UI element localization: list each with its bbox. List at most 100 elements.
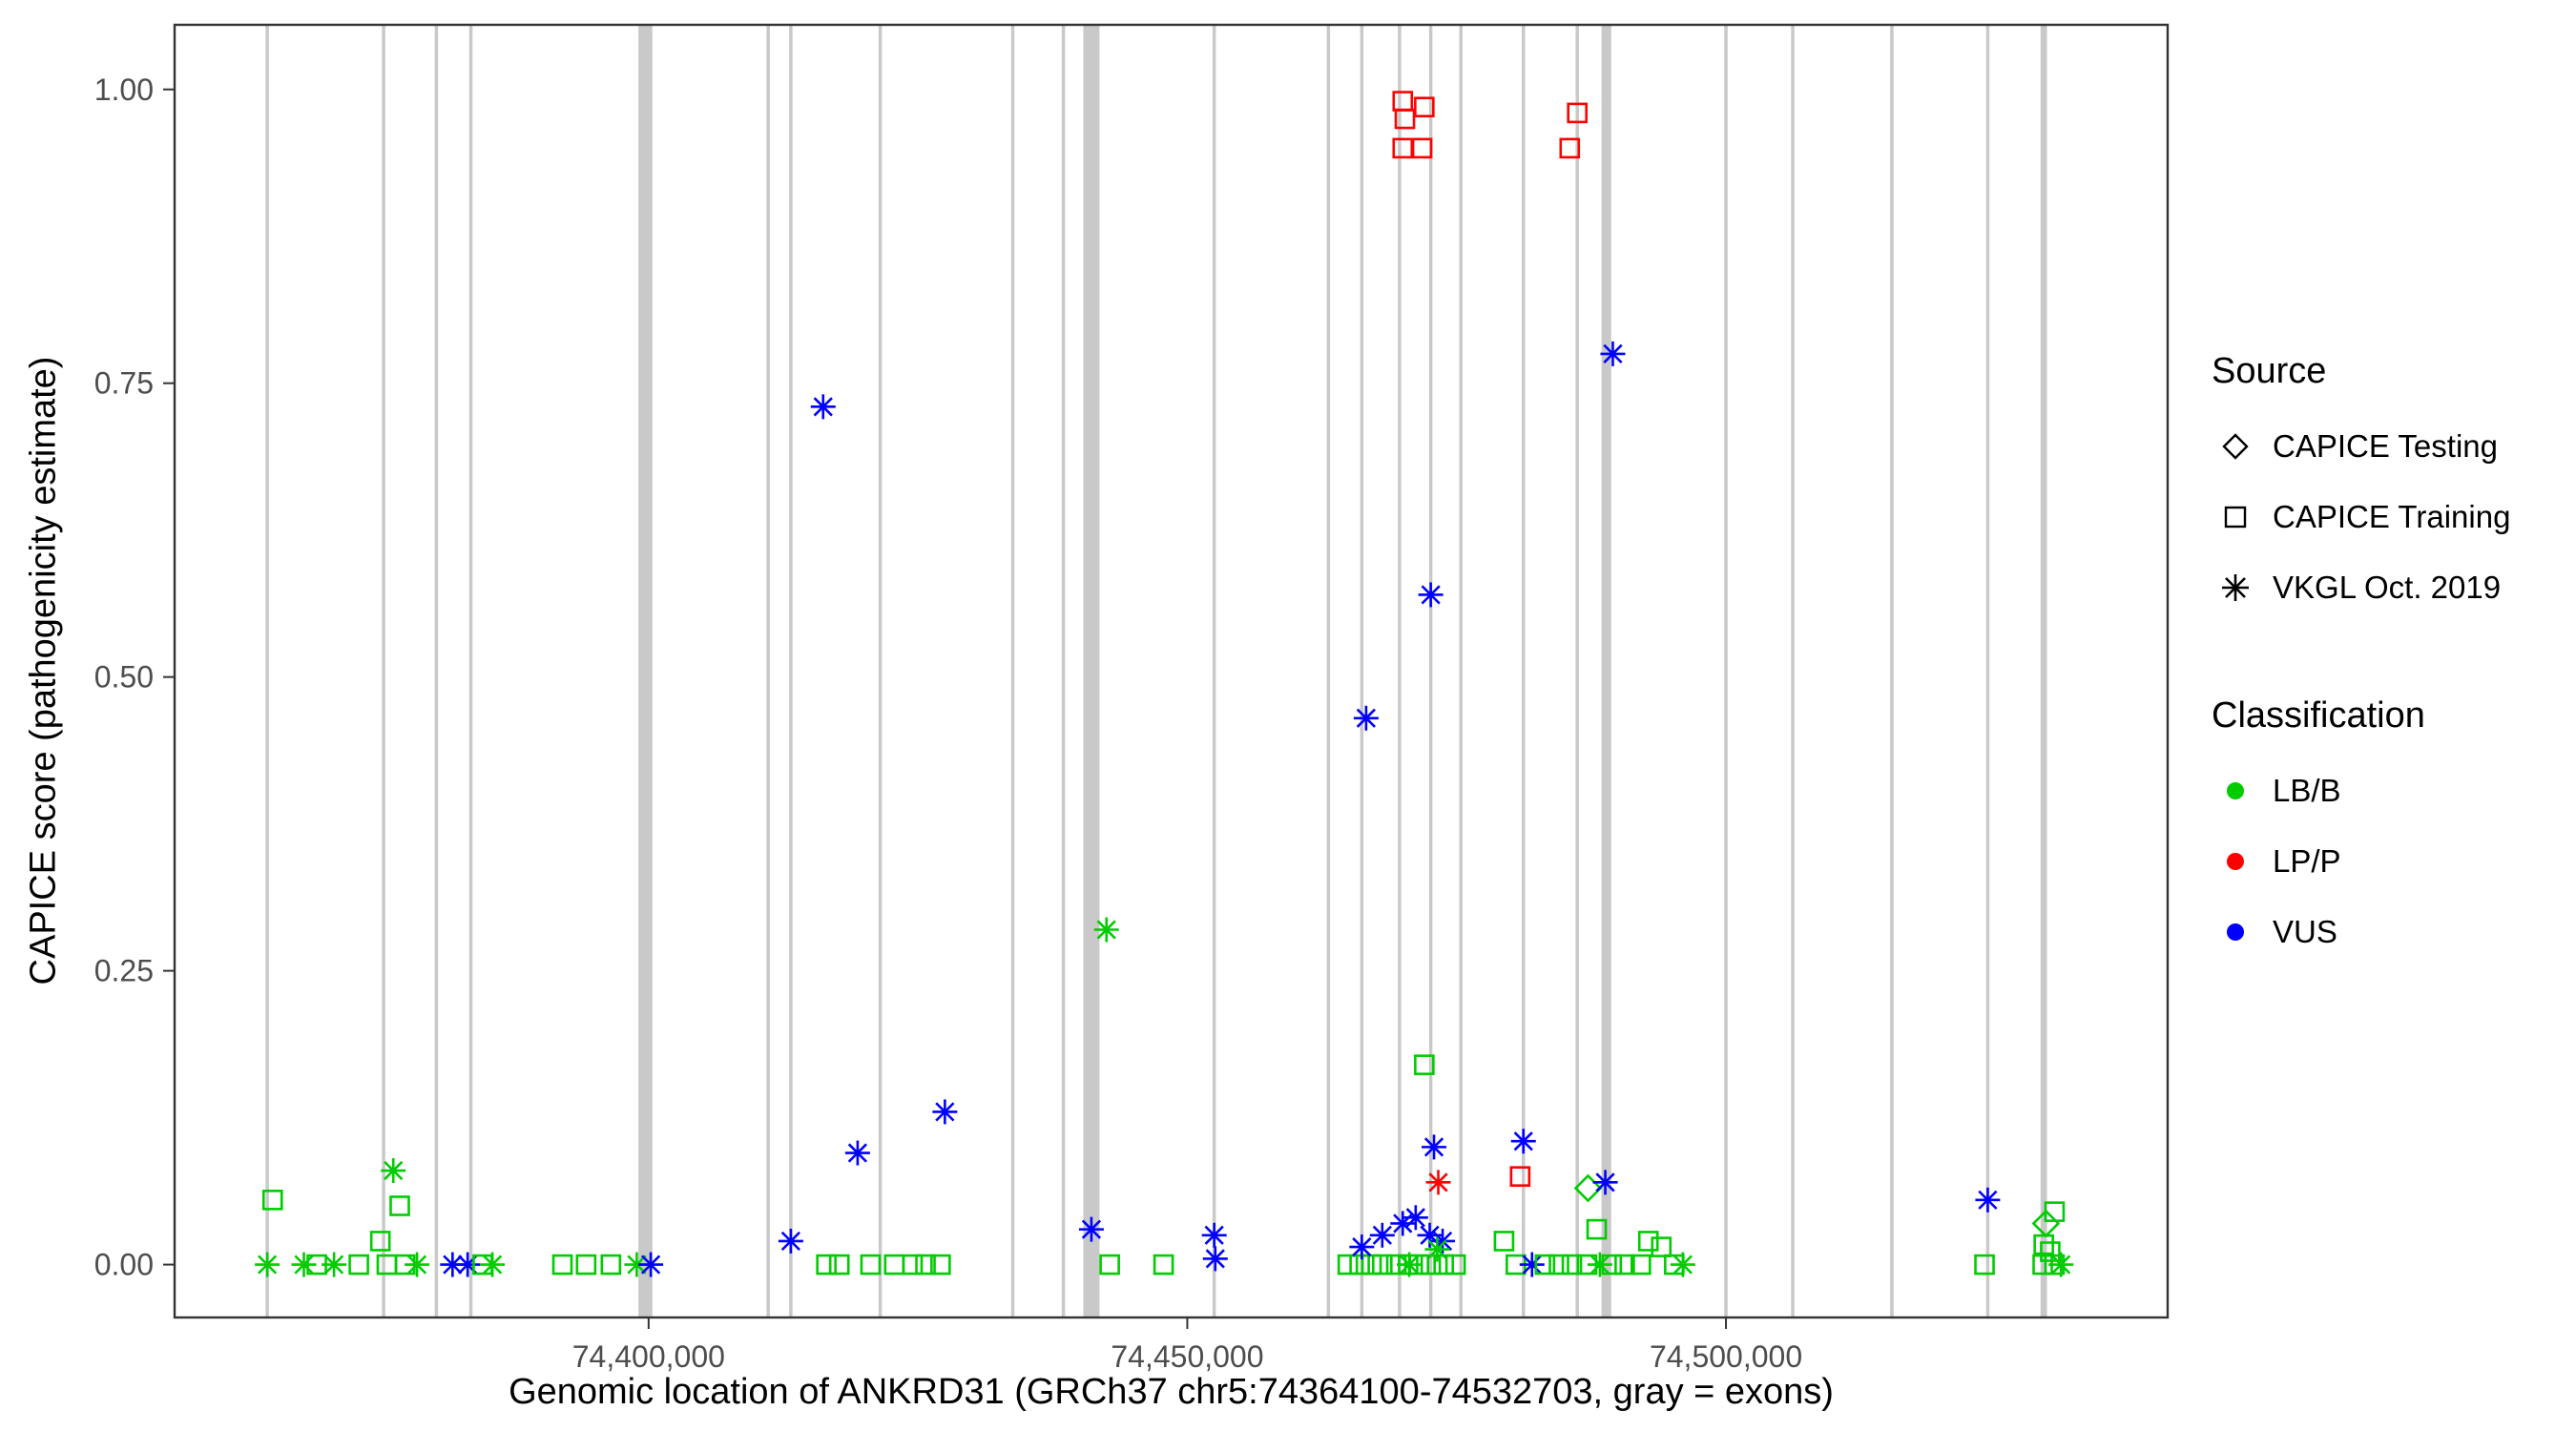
blue-dot-icon <box>2212 923 2259 941</box>
data-point <box>1099 1254 1120 1275</box>
data-point <box>1394 108 1416 130</box>
data-point <box>480 1252 506 1277</box>
data-point <box>1078 1216 1104 1242</box>
data-point <box>932 1099 958 1125</box>
exon-bar <box>878 26 883 1317</box>
data-point <box>2040 1241 2061 1262</box>
data-point <box>440 1252 466 1277</box>
data-point <box>1631 1254 1652 1275</box>
data-point <box>1444 1254 1466 1275</box>
data-point <box>1402 1205 1428 1231</box>
data-point <box>1361 1254 1382 1275</box>
data-point <box>1509 1166 1531 1187</box>
data-point <box>389 1195 410 1216</box>
green-dot-icon <box>2212 782 2259 799</box>
legend-item-capice-testing: CAPICE Testing <box>2212 411 2510 482</box>
y-tick-label: 0.25 <box>94 954 154 988</box>
exon-bar <box>2040 26 2047 1317</box>
legend-item-label: LP/P <box>2273 843 2341 879</box>
diamond-icon <box>2212 432 2259 461</box>
data-point <box>1567 102 1589 124</box>
data-point <box>1573 1173 1603 1203</box>
legend-item-label: VUS <box>2273 914 2337 949</box>
exon-bar <box>1521 26 1526 1317</box>
data-point <box>1974 1254 1995 1275</box>
data-point <box>261 1190 283 1211</box>
data-point <box>322 1252 347 1277</box>
data-point <box>1349 1254 1370 1275</box>
data-point <box>1372 1254 1393 1275</box>
data-point <box>1510 1129 1536 1154</box>
data-point <box>1414 96 1435 118</box>
data-point <box>551 1254 573 1275</box>
exon-bar <box>1890 26 1894 1317</box>
data-point <box>1202 1246 1228 1272</box>
exon-bar <box>1212 26 1216 1317</box>
data-point <box>1600 341 1626 366</box>
data-point <box>1651 1236 1672 1257</box>
y-tick-label: 1.00 <box>94 73 154 107</box>
data-point <box>1637 1231 1659 1252</box>
asterisk-icon <box>2212 571 2259 604</box>
y-tick-label: 0.00 <box>94 1248 154 1282</box>
data-point <box>369 1231 391 1252</box>
plot-panel-border <box>173 23 2170 1319</box>
data-point <box>1586 1218 1608 1240</box>
y-axis-title: CAPICE score (pathogenicity estimate) <box>23 356 64 985</box>
data-point <box>1397 1252 1423 1277</box>
data-point <box>828 1254 850 1275</box>
data-point <box>376 1254 398 1275</box>
data-point <box>291 1252 317 1277</box>
x-tick-label: 74,450,000 <box>1111 1339 1263 1374</box>
data-point <box>1201 1222 1227 1248</box>
data-point <box>638 1252 664 1277</box>
data-point <box>1614 1254 1635 1275</box>
data-point <box>1548 1254 1569 1275</box>
y-tick-label: 0.75 <box>94 366 154 401</box>
exon-bar <box>789 26 793 1317</box>
exon-bar <box>434 26 439 1317</box>
legend-item-label: CAPICE Testing <box>2273 428 2498 464</box>
legend-item-label: CAPICE Training <box>2273 499 2511 534</box>
data-point <box>1561 1254 1583 1275</box>
data-point <box>1093 917 1119 943</box>
exon-bar <box>382 26 385 1317</box>
legend-item-lbb: LB/B <box>2212 756 2510 826</box>
data-point <box>1369 1222 1395 1248</box>
exon-bar <box>468 26 473 1317</box>
exon-bar <box>766 26 770 1317</box>
data-point <box>1414 1054 1435 1075</box>
x-tick-label: 74,400,000 <box>572 1339 725 1374</box>
data-point <box>1425 1170 1451 1195</box>
data-point <box>1392 91 1414 112</box>
data-point <box>1670 1252 1695 1277</box>
data-point <box>1337 1254 1359 1275</box>
data-point <box>1559 137 1581 159</box>
data-point <box>1534 1254 1556 1275</box>
exon-bar <box>1575 26 1579 1317</box>
data-point <box>1493 1231 1515 1252</box>
legend-item-vus: VUS <box>2212 897 2510 967</box>
data-point <box>902 1254 924 1275</box>
data-point <box>883 1254 905 1275</box>
data-point <box>1422 1134 1447 1160</box>
data-point <box>844 1140 870 1166</box>
data-point <box>1353 705 1379 731</box>
data-point <box>930 1254 951 1275</box>
legend-item-lpp: LP/P <box>2212 826 2510 897</box>
exon-bar <box>1398 26 1402 1317</box>
exon-bar <box>1083 26 1100 1317</box>
data-point <box>860 1254 882 1275</box>
x-tick-label: 74,500,000 <box>1650 1339 1802 1374</box>
data-point <box>575 1254 597 1275</box>
data-point <box>600 1254 622 1275</box>
data-point <box>778 1228 803 1254</box>
exon-bar <box>1985 26 1990 1317</box>
exon-bar <box>1601 26 1611 1317</box>
data-point <box>624 1252 650 1277</box>
data-point <box>1418 582 1444 608</box>
data-point <box>1411 137 1433 159</box>
data-point <box>1519 1252 1545 1277</box>
